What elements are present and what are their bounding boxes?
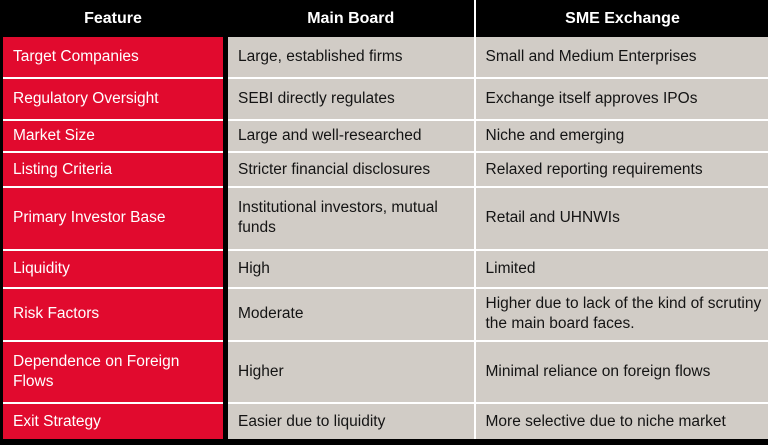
header-row: Feature Main Board SME Exchange xyxy=(1,0,768,37)
header-feature: Feature xyxy=(1,0,228,37)
main-board-cell: Large and well-researched xyxy=(225,118,476,153)
feature-cell: Risk Factors xyxy=(1,286,228,342)
sme-exchange-cell: Niche and emerging xyxy=(474,118,768,153)
table-row: Target Companies Large, established firm… xyxy=(1,37,768,78)
feature-cell: Exit Strategy xyxy=(1,402,228,442)
main-board-cell: High xyxy=(225,248,476,288)
feature-cell: Market Size xyxy=(1,118,228,153)
feature-cell: Liquidity xyxy=(1,248,228,288)
table-row: Risk Factors Moderate Higher due to lack… xyxy=(1,286,768,342)
table-row: Primary Investor Base Institutional inve… xyxy=(1,186,768,250)
sme-exchange-cell: Exchange itself approves IPOs xyxy=(474,76,768,120)
header-main-board: Main Board xyxy=(225,0,476,37)
sme-exchange-cell: Higher due to lack of the kind of scruti… xyxy=(474,286,768,342)
table-row: Liquidity High Limited xyxy=(1,248,768,288)
sme-exchange-cell: Limited xyxy=(474,248,768,288)
sme-exchange-cell: Relaxed reporting requirements xyxy=(474,151,768,187)
sme-exchange-cell: Retail and UHNWIs xyxy=(474,186,768,250)
feature-cell: Listing Criteria xyxy=(1,151,228,187)
main-board-cell: Large, established firms xyxy=(225,37,476,78)
main-board-cell: Moderate xyxy=(225,286,476,342)
table-row: Regulatory Oversight SEBI directly regul… xyxy=(1,76,768,120)
feature-cell: Dependence on Foreign Flows xyxy=(1,340,228,404)
main-board-cell: SEBI directly regulates xyxy=(225,76,476,120)
table-row: Dependence on Foreign Flows Higher Minim… xyxy=(1,340,768,404)
table-row: Exit Strategy Easier due to liquidity Mo… xyxy=(1,402,768,442)
header-sme-exchange: SME Exchange xyxy=(474,0,768,37)
main-board-cell: Higher xyxy=(225,340,476,404)
feature-cell: Target Companies xyxy=(1,37,228,78)
table-row: Market Size Large and well-researched Ni… xyxy=(1,118,768,153)
feature-cell: Primary Investor Base xyxy=(1,186,228,250)
feature-cell: Regulatory Oversight xyxy=(1,76,228,120)
main-board-cell: Stricter financial disclosures xyxy=(225,151,476,187)
sme-exchange-cell: Small and Medium Enterprises xyxy=(474,37,768,78)
main-board-cell: Easier due to liquidity xyxy=(225,402,476,442)
sme-exchange-cell: More selective due to niche market xyxy=(474,402,768,442)
sme-exchange-cell: Minimal reliance on foreign flows xyxy=(474,340,768,404)
table-row: Listing Criteria Stricter financial disc… xyxy=(1,151,768,187)
main-board-cell: Institutional investors, mutual funds xyxy=(225,186,476,250)
